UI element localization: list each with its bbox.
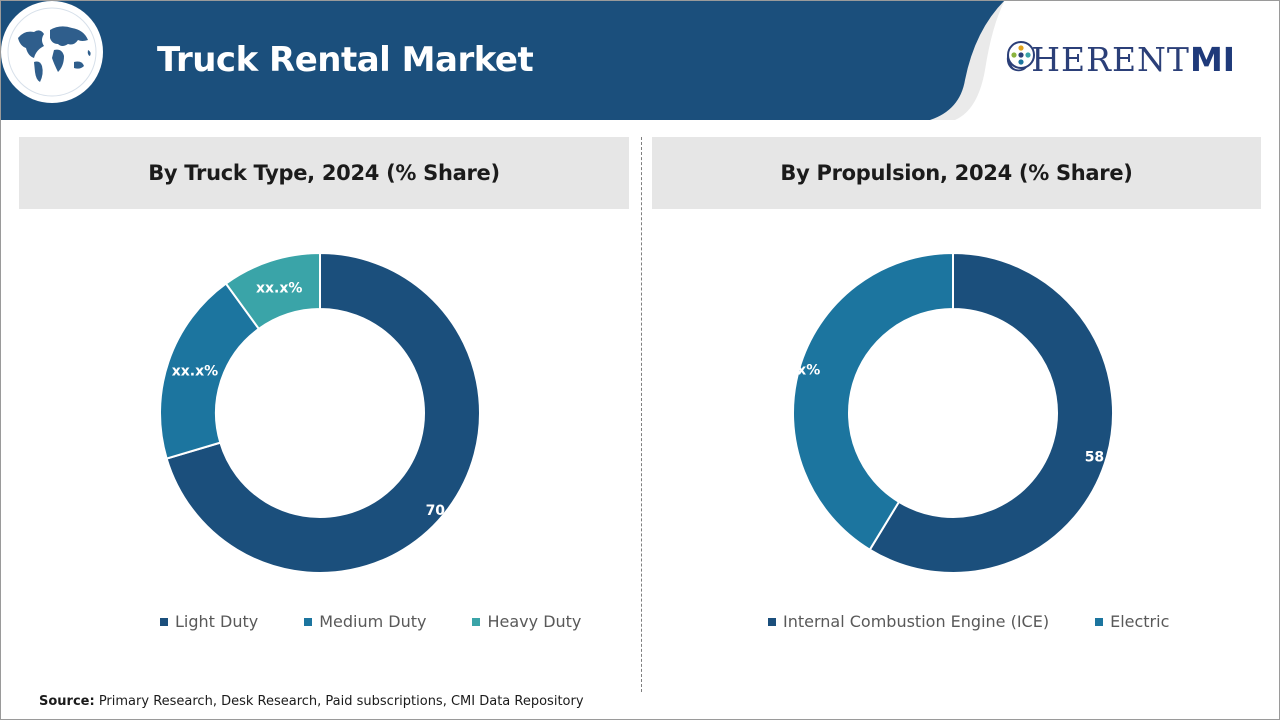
data-label-internal-combustion-engine-ice: 58.7%	[1085, 450, 1123, 466]
slice-heavy-duty	[224, 251, 321, 331]
legend-swatch	[304, 617, 313, 626]
source-text: Primary Research, Desk Research, Paid su…	[94, 694, 584, 709]
header-banner: Truck Rental Market C HERENTMI	[0, 0, 1280, 120]
slice-internal-combustion-engine-ice	[868, 251, 1114, 574]
panel-divider	[641, 137, 642, 692]
logo-dot-icon	[1007, 41, 1035, 69]
logo-text: HERENT	[1031, 40, 1190, 79]
legend-label: Internal Combustion Engine (ICE)	[783, 612, 1050, 631]
slice-electric	[792, 251, 954, 552]
legend-item-electric: Electric	[1095, 612, 1169, 631]
source-note: Source: Primary Research, Desk Research,…	[39, 694, 584, 709]
page-title: Truck Rental Market	[157, 40, 534, 80]
legend-swatch	[472, 617, 481, 626]
data-label-light-duty: 70.4%	[426, 503, 475, 519]
logo-mi: MI	[1189, 40, 1236, 79]
legend-swatch	[1095, 617, 1104, 626]
globe-icon	[1, 1, 103, 103]
legend-truck-type: Light Duty Medium Duty Heavy Duty	[160, 612, 581, 631]
data-label-heavy-duty: xx.x%	[256, 280, 302, 296]
legend-item-internal-combustion-engine-ice: Internal Combustion Engine (ICE)	[768, 612, 1049, 631]
coherentmi-logo: C HERENTMI	[1005, 40, 1270, 80]
legend-item-light-duty: Light Duty	[160, 612, 258, 631]
source-label: Source:	[39, 694, 95, 709]
panel-heading-propulsion: By Propulsion, 2024 (% Share)	[652, 137, 1261, 209]
legend-label: Light Duty	[175, 612, 259, 631]
legend-label: Electric	[1110, 612, 1170, 631]
legend-swatch	[768, 617, 776, 626]
legend-label: Medium Duty	[319, 612, 427, 631]
donut-chart-propulsion: 58.7% xx.x%	[783, 251, 1123, 574]
panel-heading-truck-type: By Truck Type, 2024 (% Share)	[19, 137, 629, 209]
slice-light-duty	[165, 251, 481, 574]
legend-item-medium-duty: Medium Duty	[304, 612, 426, 631]
legend-label: Heavy Duty	[487, 612, 582, 631]
banner-shape	[0, 0, 1280, 120]
data-label-medium-duty: xx.x%	[172, 364, 218, 380]
legend-item-heavy-duty: Heavy Duty	[472, 612, 581, 631]
donut-chart-truck-type: 70.4% xx.x% xx.x%	[159, 251, 481, 574]
legend-swatch	[160, 617, 168, 626]
legend-propulsion: Internal Combustion Engine (ICE) Electric	[768, 612, 1169, 631]
data-label-electric: xx.x%	[783, 362, 820, 378]
